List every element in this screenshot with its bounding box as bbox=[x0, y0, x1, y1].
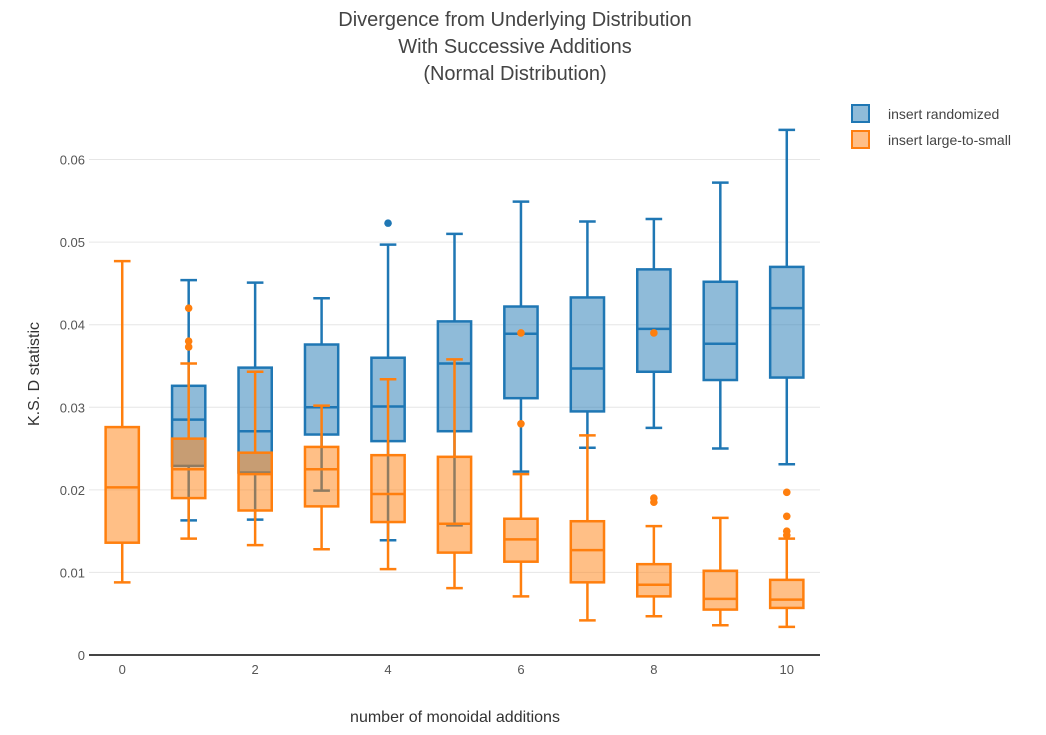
series-insert-large-to-small bbox=[104, 259, 805, 629]
legend-swatch-insert-large-to-small bbox=[851, 130, 870, 149]
box bbox=[436, 455, 473, 554]
box-group[interactable] bbox=[370, 377, 406, 571]
x-tick-label: 8 bbox=[650, 662, 657, 677]
outlier-point bbox=[650, 494, 658, 502]
legend-item-insert-large-to-small[interactable]: insert large-to-small bbox=[851, 130, 1011, 149]
y-tick-label: 0.03 bbox=[60, 400, 85, 415]
box-group[interactable] bbox=[104, 259, 141, 584]
box bbox=[237, 451, 273, 512]
outlier-point bbox=[184, 304, 193, 312]
axes: 0 0.01 0.02 0.03 0.04 0.05 0.06 0 2 4 6 8 10 bbox=[60, 153, 820, 677]
outlier-point bbox=[517, 419, 525, 428]
y-tick-label: 0.02 bbox=[60, 483, 85, 498]
box bbox=[636, 268, 672, 374]
x-tick-label: 6 bbox=[517, 662, 524, 677]
legend-item-insert-randomized[interactable]: insert randomized bbox=[851, 104, 999, 123]
outlier-point bbox=[384, 219, 392, 227]
outlier-point bbox=[782, 512, 791, 521]
outlier-point bbox=[782, 527, 791, 535]
outlier-point bbox=[184, 343, 193, 351]
box-group[interactable] bbox=[702, 516, 739, 627]
box-group[interactable] bbox=[636, 329, 672, 618]
chart-title-line-1: Divergence from Underlying Distribution bbox=[338, 9, 691, 31]
box-group[interactable] bbox=[503, 329, 539, 598]
y-tick-label: 0.05 bbox=[60, 235, 85, 250]
box-group[interactable] bbox=[569, 434, 606, 622]
x-tick-label: 10 bbox=[780, 662, 794, 677]
box bbox=[503, 305, 539, 400]
y-tick-label: 0.04 bbox=[60, 318, 85, 333]
x-tick-label: 2 bbox=[252, 662, 259, 677]
outlier-point bbox=[650, 329, 658, 337]
box-group[interactable] bbox=[436, 358, 473, 590]
outlier-point bbox=[517, 329, 525, 337]
box-group[interactable] bbox=[503, 200, 539, 473]
y-tick-label: 0 bbox=[78, 648, 85, 663]
box-group[interactable] bbox=[702, 181, 739, 450]
x-axis-title: number of monoidal additions bbox=[350, 709, 560, 726]
box bbox=[569, 519, 606, 584]
box bbox=[702, 280, 739, 382]
outlier-point bbox=[782, 488, 791, 497]
box bbox=[768, 578, 805, 610]
y-axis-title: K.S. D statistic bbox=[26, 322, 43, 426]
box-group[interactable] bbox=[303, 404, 340, 551]
chart-title-line-2: With Successive Additions bbox=[398, 36, 631, 58]
box-group[interactable] bbox=[237, 370, 273, 547]
box bbox=[104, 425, 141, 544]
legend-label-insert-large-to-small: insert large-to-small bbox=[888, 132, 1011, 148]
x-tick-label: 0 bbox=[119, 662, 126, 677]
y-tick-label: 0.01 bbox=[60, 565, 85, 580]
legend: insert randomized insert large-to-small bbox=[851, 104, 1011, 149]
box-group[interactable] bbox=[636, 217, 672, 430]
y-tick-label: 0.06 bbox=[60, 153, 85, 168]
box bbox=[702, 569, 739, 611]
box bbox=[636, 562, 672, 598]
box-group[interactable] bbox=[170, 304, 207, 540]
legend-label-insert-randomized: insert randomized bbox=[888, 106, 999, 122]
x-tick-label: 4 bbox=[384, 662, 391, 677]
box bbox=[768, 265, 805, 379]
outlier-point bbox=[184, 337, 193, 346]
box-group[interactable] bbox=[768, 128, 805, 466]
box-group[interactable] bbox=[768, 488, 805, 629]
box-group[interactable] bbox=[569, 220, 606, 449]
box bbox=[569, 296, 606, 413]
legend-swatch-insert-randomized bbox=[851, 104, 870, 123]
series-layer bbox=[104, 128, 805, 629]
box bbox=[370, 453, 406, 524]
box bbox=[303, 445, 340, 508]
chart-title-line-3: (Normal Distribution) bbox=[423, 63, 606, 85]
